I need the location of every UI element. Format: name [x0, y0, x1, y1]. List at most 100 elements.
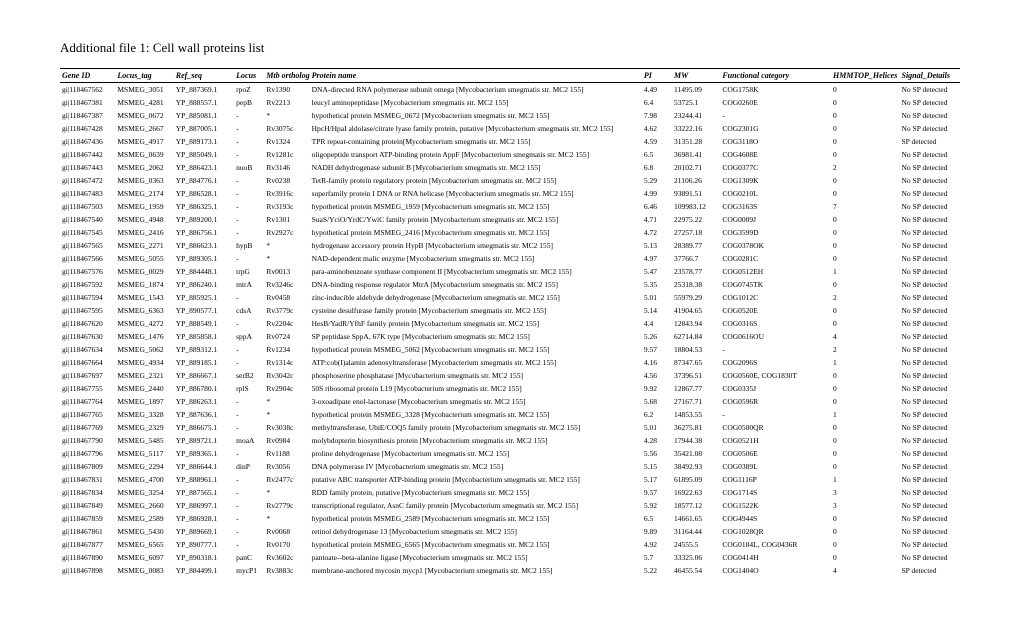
cell: Rv3146	[264, 161, 309, 174]
cell: No SP detected	[900, 200, 961, 213]
cell: 2	[831, 291, 899, 304]
cell: 4.62	[642, 122, 672, 135]
cell: gi|118467859	[60, 512, 115, 525]
cell: COG1012C	[720, 291, 831, 304]
cell: rpoZ	[234, 83, 264, 97]
cell: -	[234, 538, 264, 551]
col-header: Mtb orthologue	[264, 69, 309, 83]
cell: YP_886756.1	[174, 226, 234, 239]
cell: 0	[831, 187, 899, 200]
cell: 0	[831, 304, 899, 317]
table-row: gi|118467796MSMEG_5117YP_889365.1-Rv1188…	[60, 447, 960, 460]
cell: -	[234, 122, 264, 135]
cell: YP_885081.1	[174, 109, 234, 122]
cell: MSMEG_2589	[115, 512, 173, 525]
cell: COG0500QR	[720, 421, 831, 434]
cell: YP_886667.1	[174, 369, 234, 382]
table-row: gi|118467849MSMEG_2660YP_886997.1-Rv2779…	[60, 499, 960, 512]
cell: YP_885858.1	[174, 330, 234, 343]
cell: SP peptidase SppA, 67K type [Mycobacteri…	[310, 330, 642, 343]
cell: 0	[831, 395, 899, 408]
cell: Rv1234	[264, 343, 309, 356]
cell: 33325.06	[672, 551, 720, 564]
cell: 22975.22	[672, 213, 720, 226]
cell: No SP detected	[900, 122, 961, 135]
cell: Rv3602c	[264, 551, 309, 564]
cell: gi|118467594	[60, 291, 115, 304]
cell: 6.5	[642, 148, 672, 161]
cell: 5.14	[642, 304, 672, 317]
cell: MSMEG_2660	[115, 499, 173, 512]
cell: cysteine desulfurase family protein [Myc…	[310, 304, 642, 317]
cell: No SP detected	[900, 486, 961, 499]
cell: Rv0724	[264, 330, 309, 343]
cell: COG0210L	[720, 187, 831, 200]
cell: -	[234, 486, 264, 499]
cell: 5.29	[642, 174, 672, 187]
cell: No SP detected	[900, 538, 961, 551]
cell: 5.26	[642, 330, 672, 343]
cell: COG0414H	[720, 551, 831, 564]
cell: COG2301G	[720, 122, 831, 135]
cell: MSMEG_4281	[115, 96, 173, 109]
table-row: gi|118467428MSMEG_2667YP_887005.1-Rv3075…	[60, 122, 960, 135]
cell: YP_886263.1	[174, 395, 234, 408]
cell: No SP detected	[900, 265, 961, 278]
cell: YP_886325.1	[174, 200, 234, 213]
cell: Rv0068	[264, 525, 309, 538]
cell: 0	[831, 135, 899, 148]
cell: 5.47	[642, 265, 672, 278]
cell: gi|118467790	[60, 434, 115, 447]
cell: 4.56	[642, 369, 672, 382]
cell: *	[264, 512, 309, 525]
cell: pepB	[234, 96, 264, 109]
cell: SuaS/YciO/YrdC/YwiC family protein [Myco…	[310, 213, 642, 226]
cell: Rv3779c	[264, 304, 309, 317]
cell: -	[234, 421, 264, 434]
cell: -	[234, 226, 264, 239]
cell: DNA polymerase IV [Mycobacterium smegmat…	[310, 460, 642, 473]
cell: hypothetical protein MSMEG_0672 [Mycobac…	[310, 109, 642, 122]
col-header: HMMTOP_Helices	[831, 69, 899, 83]
cell: 4.72	[642, 226, 672, 239]
cell: transcriptional regulator, AsnC family p…	[310, 499, 642, 512]
cell: 9.57	[642, 343, 672, 356]
cell: COG0184L, COG0436R	[720, 538, 831, 551]
proteins-table: Gene ID Locus_tag Ref_seq Locus Mtb orth…	[60, 68, 960, 577]
cell: YP_886780.1	[174, 382, 234, 395]
cell: 3	[831, 499, 899, 512]
cell: NADH dehydrogenase subunit B [Mycobacter…	[310, 161, 642, 174]
cell: *	[264, 109, 309, 122]
cell: MSMEG_1874	[115, 278, 173, 291]
cell: 5.17	[642, 473, 672, 486]
cell: gi|118467755	[60, 382, 115, 395]
cell: 3	[831, 486, 899, 499]
cell: 27167.71	[672, 395, 720, 408]
cell: No SP detected	[900, 330, 961, 343]
cell: -	[234, 148, 264, 161]
cell: YP_889721.1	[174, 434, 234, 447]
cell: gi|118467664	[60, 356, 115, 369]
cell: 87347.65	[672, 356, 720, 369]
cell: No SP detected	[900, 291, 961, 304]
cell: 38492.93	[672, 460, 720, 473]
cell: 5.35	[642, 278, 672, 291]
cell: No SP detected	[900, 239, 961, 252]
cell: 37766.7	[672, 252, 720, 265]
cell: COG0260E	[720, 96, 831, 109]
cell: Rv3193c	[264, 200, 309, 213]
cell: -	[234, 109, 264, 122]
table-row: gi|118467765MSMEG_3328YP_887636.1-*hypot…	[60, 408, 960, 421]
cell: SP detected	[900, 135, 961, 148]
cell: No SP detected	[900, 421, 961, 434]
cell: No SP detected	[900, 278, 961, 291]
cell: gi|118467890	[60, 551, 115, 564]
cell: YP_890318.1	[174, 551, 234, 564]
cell: sppA	[234, 330, 264, 343]
cell: -	[234, 252, 264, 265]
cell: YP_888549.1	[174, 317, 234, 330]
table-row: gi|118467697MSMEG_2321YP_886667.1serB2Rv…	[60, 369, 960, 382]
cell: gi|118467834	[60, 486, 115, 499]
cell: Rv3042c	[264, 369, 309, 382]
cell: 3-oxoadipate enol-lactonase [Mycobacteri…	[310, 395, 642, 408]
